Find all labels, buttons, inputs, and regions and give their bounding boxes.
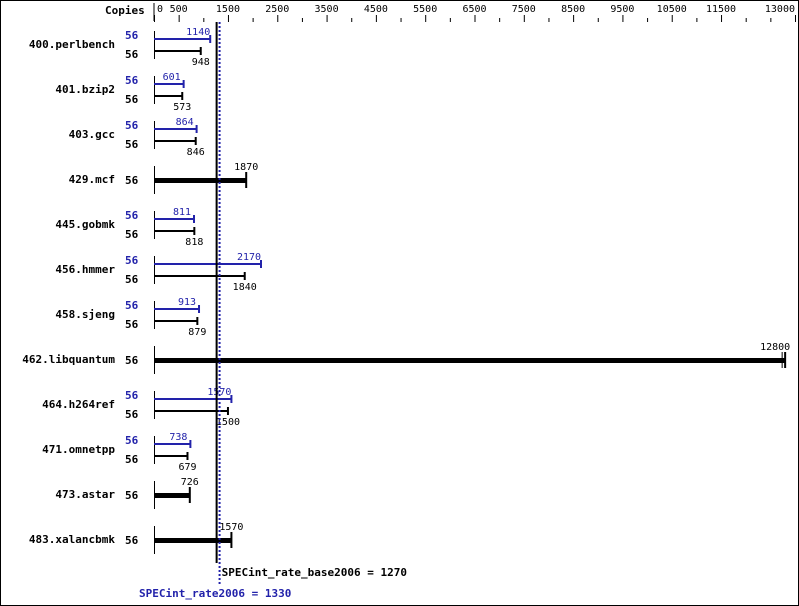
benchmark-name: 400.perlbench (29, 38, 115, 51)
peak-value-label: 913 (178, 297, 196, 308)
peak-bar (154, 263, 261, 265)
peak-copies: 56 (125, 299, 139, 312)
base-bar (154, 275, 245, 277)
benchmark-name: 401.bzip2 (55, 83, 115, 96)
tick-label: 6500 (462, 4, 486, 15)
benchmark-name: 471.omnetpp (42, 443, 115, 456)
base-value-label: 679 (178, 462, 196, 473)
base-copies: 56 (125, 228, 139, 241)
tick-label: 8500 (561, 4, 585, 15)
tick-label: 9500 (610, 4, 634, 15)
base-copies: 56 (125, 453, 139, 466)
benchmark-name: 403.gcc (69, 128, 115, 141)
base-bar (154, 320, 198, 322)
base-value-label: 1500 (216, 417, 240, 428)
base-value-label: 818 (185, 237, 203, 248)
peak-copies: 56 (125, 29, 139, 42)
base-copies: 56 (125, 174, 139, 187)
peak-bar (154, 38, 211, 40)
peak-value-label: 2170 (237, 252, 261, 263)
benchmark-name: 483.xalancbmk (29, 533, 115, 546)
benchmark-name: 464.h264ref (42, 398, 115, 411)
base-value-label: 573 (173, 102, 191, 113)
peak-bar (154, 128, 197, 130)
base-bar (154, 178, 247, 183)
benchmark-name: 462.libquantum (22, 353, 115, 366)
peak-copies: 56 (125, 389, 139, 402)
tick-label: 500 (170, 4, 188, 15)
peak-bar (154, 83, 184, 85)
base-copies: 56 (125, 489, 139, 502)
benchmark-name: 456.hmmer (55, 263, 115, 276)
tick-label: 4500 (364, 4, 388, 15)
base-value-label: 726 (181, 477, 199, 488)
base-copies: 56 (125, 48, 139, 61)
base-copies: 56 (125, 408, 139, 421)
base-bar (154, 50, 201, 52)
peak-copies: 56 (125, 254, 139, 267)
peak-bar (154, 308, 200, 310)
base-summary-label: SPECint_rate_base2006 = 1270 (222, 566, 407, 579)
base-bar (154, 410, 228, 412)
base-copies: 56 (125, 318, 139, 331)
peak-value-label: 1140 (186, 27, 210, 38)
peak-bar (154, 398, 232, 400)
base-value-label: 1870 (234, 162, 258, 173)
base-value-label: 1840 (233, 282, 257, 293)
base-bar (154, 230, 195, 232)
benchmark-name: 445.gobmk (55, 218, 115, 231)
tick-label: 13000 (765, 4, 795, 15)
base-value-label: 846 (187, 147, 205, 158)
base-copies: 56 (125, 138, 139, 151)
copies-header: Copies (105, 4, 145, 17)
base-copies: 56 (125, 354, 139, 367)
benchmark-name: 458.sjeng (55, 308, 115, 321)
benchmark-name: 473.astar (55, 488, 115, 501)
peak-value-label: 864 (176, 117, 194, 128)
base-copies: 56 (125, 93, 139, 106)
base-value-label: 879 (188, 327, 206, 338)
peak-bar (154, 443, 191, 445)
tick-label: 2500 (265, 4, 289, 15)
peak-value-label: 738 (169, 432, 187, 443)
base-bar (154, 358, 786, 363)
tick-label: 1500 (216, 4, 240, 15)
peak-value-label: 1570 (207, 387, 231, 398)
base-copies: 56 (125, 534, 139, 547)
tick-label: 7500 (512, 4, 536, 15)
tick-label: 0 (157, 4, 163, 15)
base-bar (154, 140, 196, 142)
tick-label: 10500 (657, 4, 687, 15)
peak-value-label: 811 (173, 207, 191, 218)
peak-copies: 56 (125, 119, 139, 132)
base-copies: 56 (125, 273, 139, 286)
base-bar (154, 95, 183, 97)
base-value-label: 1570 (219, 522, 243, 533)
peak-copies: 56 (125, 209, 139, 222)
tick-label: 3500 (315, 4, 339, 15)
base-value-label: 948 (192, 57, 210, 68)
benchmark-name: 429.mcf (69, 173, 115, 186)
tick-label: 5500 (413, 4, 437, 15)
base-bar (154, 455, 188, 457)
peak-summary-label: SPECint_rate2006 = 1330 (139, 587, 291, 600)
peak-copies: 56 (125, 434, 139, 447)
base-bar (154, 538, 232, 543)
peak-value-label: 601 (163, 72, 181, 83)
base-value-label: 12800 (760, 342, 790, 353)
peak-copies: 56 (125, 74, 139, 87)
tick-label: 11500 (706, 4, 736, 15)
base-bar (154, 493, 190, 498)
peak-bar (154, 218, 194, 220)
